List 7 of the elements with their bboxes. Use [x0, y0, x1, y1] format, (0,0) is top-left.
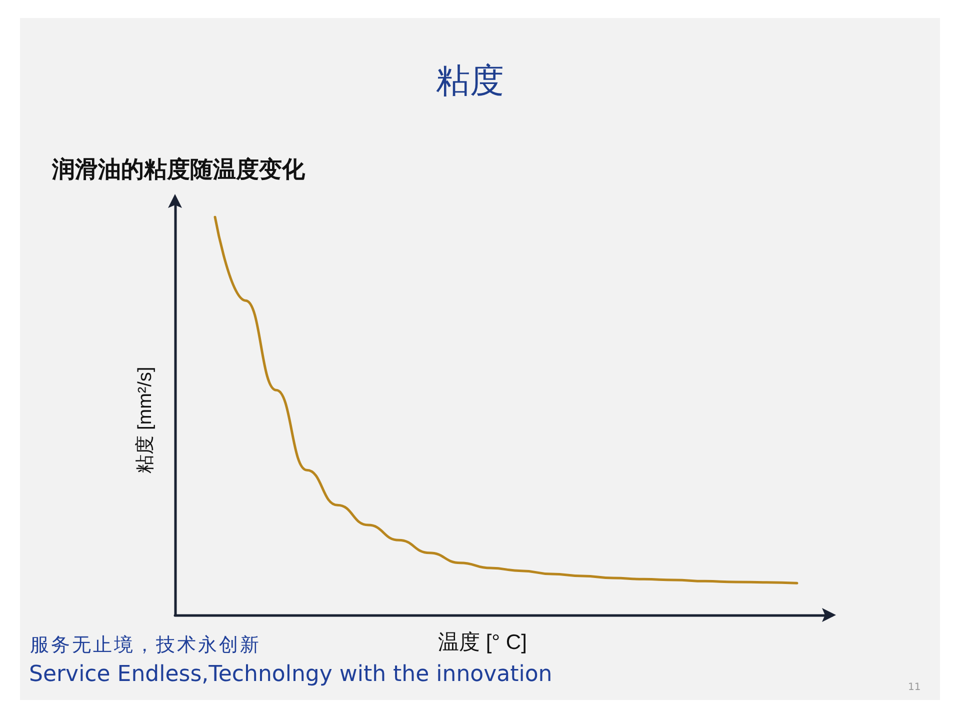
- text: Service Endless,Technolngy with the innovation: [29, 662, 552, 687]
- text: 11: [908, 682, 921, 693]
- y-axis-title: 粘度 [mm²/s]: [134, 366, 157, 474]
- text: 服务无止境，技术永创新: [30, 633, 261, 658]
- x-axis-title: 温度 [° C]: [438, 630, 527, 656]
- chart-subtitle: 润滑油的粘度随温度变化: [52, 155, 305, 185]
- chart-title: 粘度: [435, 60, 505, 103]
